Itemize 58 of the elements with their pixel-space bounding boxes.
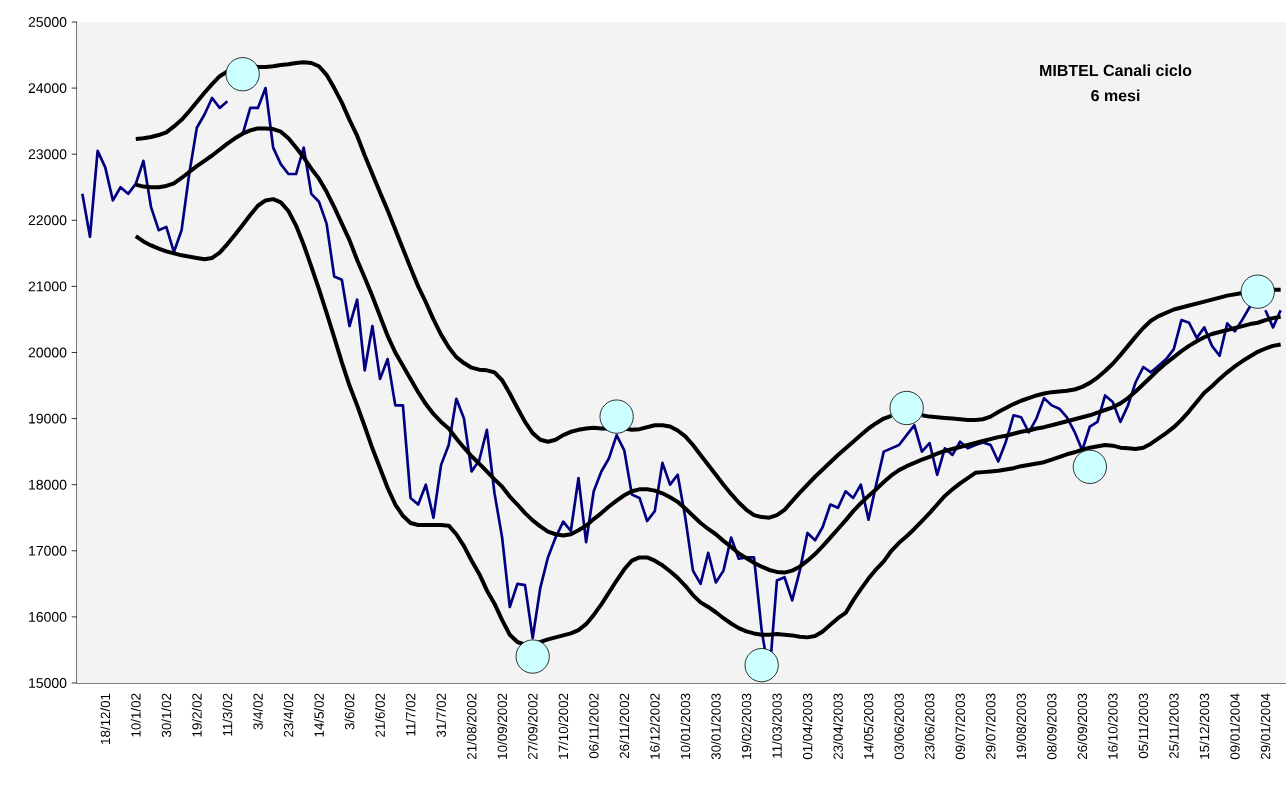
y-tick-label: 24000 bbox=[28, 83, 67, 94]
x-tick-label: 23/4/02 bbox=[283, 693, 294, 737]
point bbox=[1072, 449, 1107, 484]
x-tick-label: 03/06/2003 bbox=[894, 693, 904, 760]
x-tick-label: 14/5/02 bbox=[314, 693, 324, 737]
point bbox=[515, 639, 550, 674]
x-tick-label: 23/06/2003 bbox=[924, 693, 935, 760]
x-tick-label: 31/7/02 bbox=[436, 693, 446, 738]
x-tick-label: 26/11/2002 bbox=[619, 693, 630, 759]
x-tick-label: 10/01/2003 bbox=[680, 693, 691, 759]
x-tick-label: 06/11/2002 bbox=[588, 693, 599, 759]
x-tick-label: 16/12/2002 bbox=[649, 693, 660, 759]
x-tick-label: 09/01/2004 bbox=[1229, 693, 1240, 760]
x-tick-label: 14/05/2003 bbox=[863, 693, 874, 759]
x-tick-label: 3/6/02 bbox=[344, 693, 355, 730]
y-tick-label: 15000 bbox=[29, 678, 67, 688]
x-tick-label: 21/08/2002 bbox=[466, 693, 477, 760]
y-tick-label: 20000 bbox=[28, 347, 67, 358]
y-tick-label: 17000 bbox=[29, 545, 67, 556]
y-tick-label: 19000 bbox=[29, 413, 67, 424]
x-tick-label: 30/01/2003 bbox=[710, 693, 721, 760]
text: 6 mesi bbox=[1091, 89, 1140, 102]
x-tick-label: 26/09/2003 bbox=[1077, 693, 1088, 760]
x-tick-label: 27/09/2002 bbox=[527, 693, 538, 760]
point bbox=[599, 399, 634, 434]
y-tick-label: 23000 bbox=[28, 149, 67, 160]
y-tick-label: 22000 bbox=[28, 215, 67, 226]
x-tick-label: 15/12/2003 bbox=[1199, 693, 1210, 759]
x-tick-label: 01/04/2003 bbox=[802, 693, 813, 760]
x-tick-label: 19/08/2003 bbox=[1016, 693, 1027, 759]
y-tick-label: 18000 bbox=[29, 479, 67, 490]
x-tick-label: 10/1/02 bbox=[130, 693, 141, 737]
x-tick-label: 18/12/01 bbox=[100, 693, 111, 744]
x-tick-label: 19/02/2003 bbox=[741, 693, 752, 759]
point bbox=[225, 57, 260, 92]
text: MIBTEL Canali ciclo bbox=[1040, 64, 1192, 77]
x-tick-label: 23/04/2003 bbox=[833, 693, 843, 760]
x-tick-label: 29/07/2003 bbox=[985, 693, 996, 760]
x-tick-label: 21/6/02 bbox=[375, 693, 385, 737]
y-tick-label: 16000 bbox=[29, 611, 67, 622]
point bbox=[889, 390, 924, 426]
x-tick-label: 29/01/2004 bbox=[1260, 693, 1271, 760]
x-tick-label: 30/1/02 bbox=[161, 693, 172, 738]
x-tick-label: 11/7/02 bbox=[405, 693, 416, 736]
x-tick-label: 17/10/2002 bbox=[558, 693, 569, 759]
x-tick-label: 11/3/02 bbox=[222, 693, 233, 736]
x-tick-label: 08/09/2003 bbox=[1046, 693, 1057, 760]
x-tick-label: 19/2/02 bbox=[191, 693, 202, 737]
x-tick-label: 16/10/2003 bbox=[1107, 693, 1118, 759]
y-tick-label: 21000 bbox=[28, 281, 67, 292]
x-tick-label: 05/11/2003 bbox=[1138, 693, 1149, 759]
x-tick-label: 09/07/2003 bbox=[955, 693, 965, 760]
x-tick-label: 3/4/02 bbox=[253, 693, 263, 730]
y-tick-label: 25000 bbox=[28, 17, 67, 27]
point bbox=[744, 648, 779, 683]
x-tick-label: 11/03/2003 bbox=[772, 693, 782, 758]
x-tick-label: 25/11/2003 bbox=[1168, 693, 1179, 759]
x-tick-label: 10/09/2002 bbox=[497, 693, 508, 759]
